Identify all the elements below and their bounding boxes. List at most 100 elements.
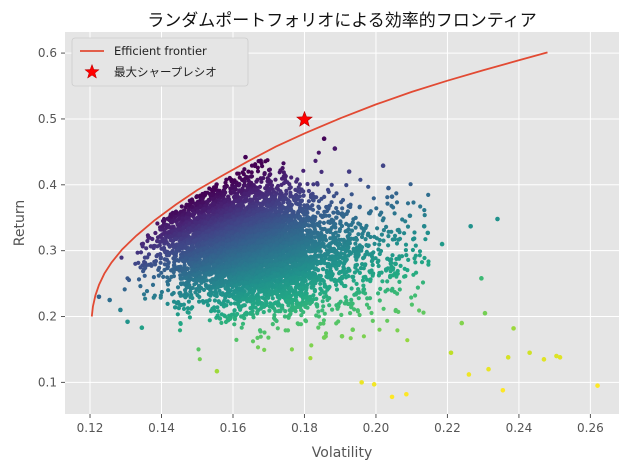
cloud-point	[302, 203, 307, 208]
cloud-point	[250, 339, 256, 344]
cloud-point	[336, 246, 342, 251]
cloud-point	[157, 243, 162, 248]
cloud-point	[320, 299, 325, 304]
cloud-point	[354, 281, 359, 286]
cloud-point	[305, 181, 310, 187]
cloud-point	[404, 253, 409, 258]
cloud-point	[136, 277, 142, 282]
cloud-point	[409, 295, 414, 300]
cloud-point	[366, 184, 371, 189]
cloud-point	[299, 313, 304, 318]
cloud-point	[316, 325, 321, 330]
cloud-point	[318, 291, 323, 296]
cloud-point	[349, 228, 355, 233]
cloud-point	[156, 273, 161, 278]
cloud-point	[245, 299, 250, 304]
cloud-point	[178, 321, 183, 326]
cloud-point	[370, 258, 375, 263]
cloud-point	[165, 282, 171, 287]
cloud-point	[340, 256, 345, 261]
cloud-point	[356, 289, 361, 294]
cloud-point	[248, 311, 253, 316]
random-portfolio-cloud	[119, 150, 431, 362]
cloud-point	[184, 223, 189, 228]
cloud-point	[285, 328, 291, 333]
cloud-point	[316, 150, 321, 155]
cloud-point	[146, 252, 152, 257]
cloud-point	[359, 234, 365, 240]
cloud-point	[272, 189, 277, 194]
cloud-point	[353, 215, 358, 220]
cloud-point	[397, 230, 402, 235]
cloud-point	[351, 248, 356, 253]
cloud-point	[263, 186, 268, 191]
cloud-point	[349, 192, 354, 197]
cloud-point	[322, 311, 327, 316]
cloud-point	[363, 274, 368, 279]
cloud-point	[320, 308, 325, 313]
cloud-point	[338, 242, 343, 247]
cloud-point	[422, 213, 427, 218]
cloud-point	[394, 191, 399, 196]
cloud-point	[426, 192, 431, 197]
cloud-point	[310, 207, 316, 212]
cloud-point	[261, 310, 266, 315]
cloud-point	[175, 258, 180, 263]
cloud-point	[351, 274, 356, 279]
cloud-point	[334, 282, 339, 287]
cloud-point	[159, 227, 164, 232]
cloud-point	[378, 286, 383, 291]
cloud-point	[384, 224, 389, 229]
cloud-point	[327, 213, 332, 218]
cloud-point	[339, 223, 345, 229]
cloud-point	[155, 221, 160, 226]
cloud-point	[364, 243, 369, 248]
cloud-point	[371, 196, 376, 201]
cloud-point	[356, 232, 361, 237]
cloud-point	[256, 159, 261, 164]
cloud-point	[178, 236, 183, 241]
cloud-point	[321, 304, 326, 309]
cloud-point	[343, 295, 348, 300]
cloud-point	[175, 285, 181, 290]
cloud-point	[334, 215, 339, 220]
cloud-point	[318, 321, 323, 326]
cloud-point	[319, 169, 324, 174]
cloud-point	[363, 252, 368, 257]
cloud-point	[267, 173, 272, 178]
cloud-point	[341, 247, 346, 252]
cloud-point	[145, 238, 150, 244]
cloud-point	[340, 206, 345, 211]
cloud-point	[186, 310, 191, 315]
cloud-point	[379, 232, 384, 237]
cloud-point	[327, 257, 332, 262]
cloud-point	[255, 311, 260, 316]
cloud-point	[362, 287, 367, 292]
cloud-point	[217, 288, 222, 293]
cloud-point	[188, 289, 193, 294]
cloud-point	[255, 335, 260, 340]
cloud-point	[277, 256, 283, 261]
cloud-point	[405, 338, 410, 343]
cloud-point	[355, 309, 360, 314]
cloud-point	[288, 185, 293, 190]
cloud-point	[206, 292, 211, 297]
cloud-point	[367, 296, 373, 301]
cloud-point	[257, 328, 263, 333]
cloud-point	[403, 242, 409, 247]
cloud-point	[242, 183, 247, 188]
cloud-point	[337, 227, 343, 232]
cloud-point	[348, 311, 353, 316]
cloud-point	[423, 237, 428, 242]
cloud-point	[392, 237, 397, 242]
cloud-point	[176, 306, 181, 311]
cloud-point	[301, 193, 306, 198]
cloud-point	[334, 303, 339, 308]
cloud-point	[262, 347, 267, 352]
cloud-point	[301, 168, 306, 173]
cloud-point	[159, 270, 164, 275]
cloud-point	[267, 308, 272, 313]
cloud-point	[351, 278, 356, 283]
cloud-point	[329, 182, 334, 187]
